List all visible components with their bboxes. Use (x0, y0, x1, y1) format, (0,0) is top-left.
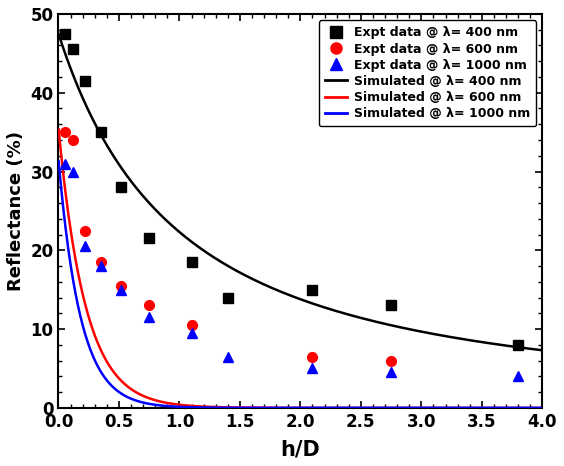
Legend: Expt data @ λ= 400 nm, Expt data @ λ= 600 nm, Expt data @ λ= 1000 nm, Simulated : Expt data @ λ= 400 nm, Expt data @ λ= 60… (319, 20, 536, 126)
X-axis label: h/D: h/D (280, 439, 320, 459)
Y-axis label: Reflectance (%): Reflectance (%) (7, 131, 25, 291)
